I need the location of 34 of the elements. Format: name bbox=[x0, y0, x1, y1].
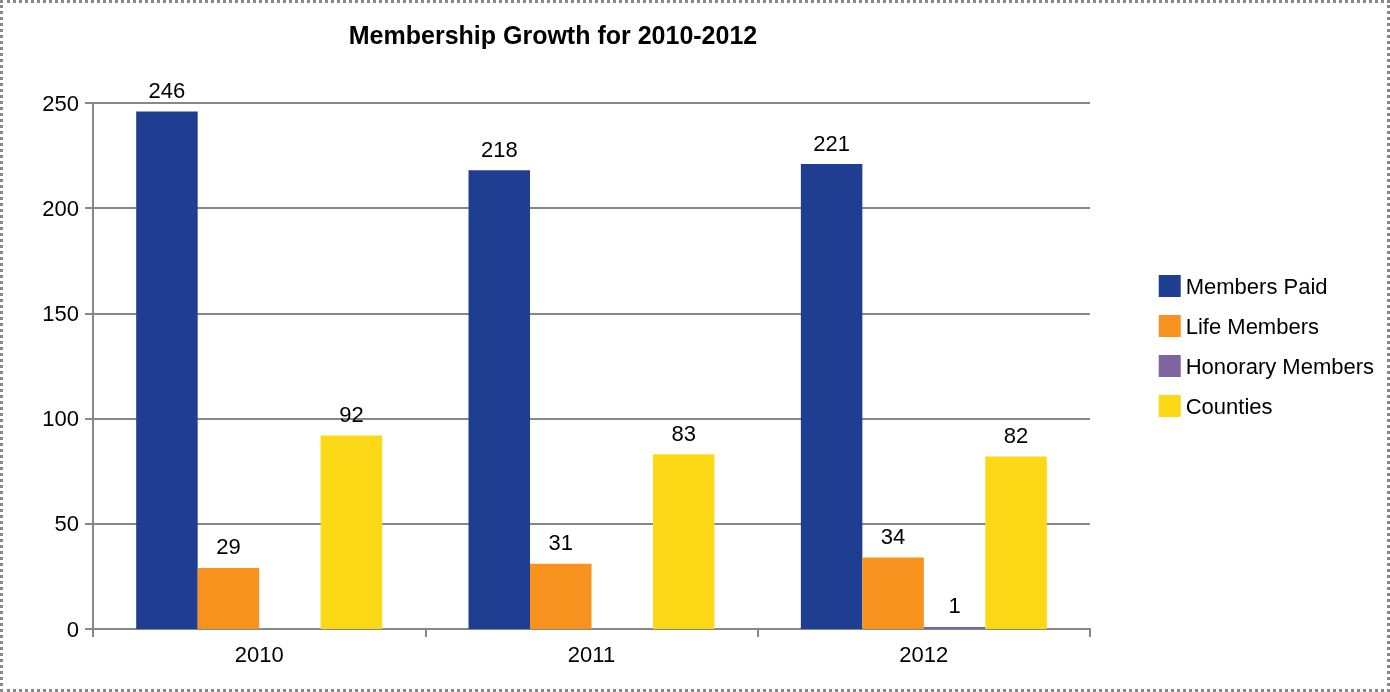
legend-label: Honorary Members bbox=[1185, 353, 1374, 379]
bar bbox=[468, 170, 531, 629]
data-label: 31 bbox=[548, 530, 573, 556]
data-label: 29 bbox=[216, 534, 241, 560]
data-label: 1 bbox=[948, 593, 961, 619]
data-label: 246 bbox=[148, 77, 186, 103]
data-label: 83 bbox=[671, 420, 696, 446]
y-tick-label: 250 bbox=[42, 90, 79, 116]
legend-label: Counties bbox=[1185, 393, 1273, 419]
chart-title: Membership Growth for 2010-2012 bbox=[348, 20, 758, 49]
bar bbox=[985, 456, 1047, 629]
x-tick-label: 2010 bbox=[234, 641, 284, 667]
legend-label: Members Paid bbox=[1185, 273, 1328, 299]
bar bbox=[652, 454, 715, 629]
bar bbox=[320, 435, 383, 629]
y-tick-label: 200 bbox=[42, 195, 79, 221]
legend-label: Life Members bbox=[1185, 313, 1319, 339]
bar bbox=[136, 111, 198, 629]
y-tick-label: 150 bbox=[42, 300, 79, 326]
data-label: 34 bbox=[880, 523, 906, 549]
y-tick-label: 100 bbox=[42, 406, 79, 432]
bar bbox=[923, 626, 986, 629]
bar bbox=[197, 567, 260, 629]
bar bbox=[800, 164, 863, 629]
data-label: 92 bbox=[339, 401, 364, 427]
y-tick-label: 0 bbox=[66, 616, 79, 642]
data-label: 218 bbox=[480, 136, 518, 162]
bar bbox=[862, 557, 924, 629]
y-tick-label: 50 bbox=[54, 511, 79, 537]
bar bbox=[530, 563, 592, 629]
x-tick-label: 2012 bbox=[899, 641, 949, 667]
data-label: 82 bbox=[1003, 422, 1029, 448]
data-label: 221 bbox=[813, 130, 850, 156]
x-tick-label: 2011 bbox=[567, 641, 616, 667]
